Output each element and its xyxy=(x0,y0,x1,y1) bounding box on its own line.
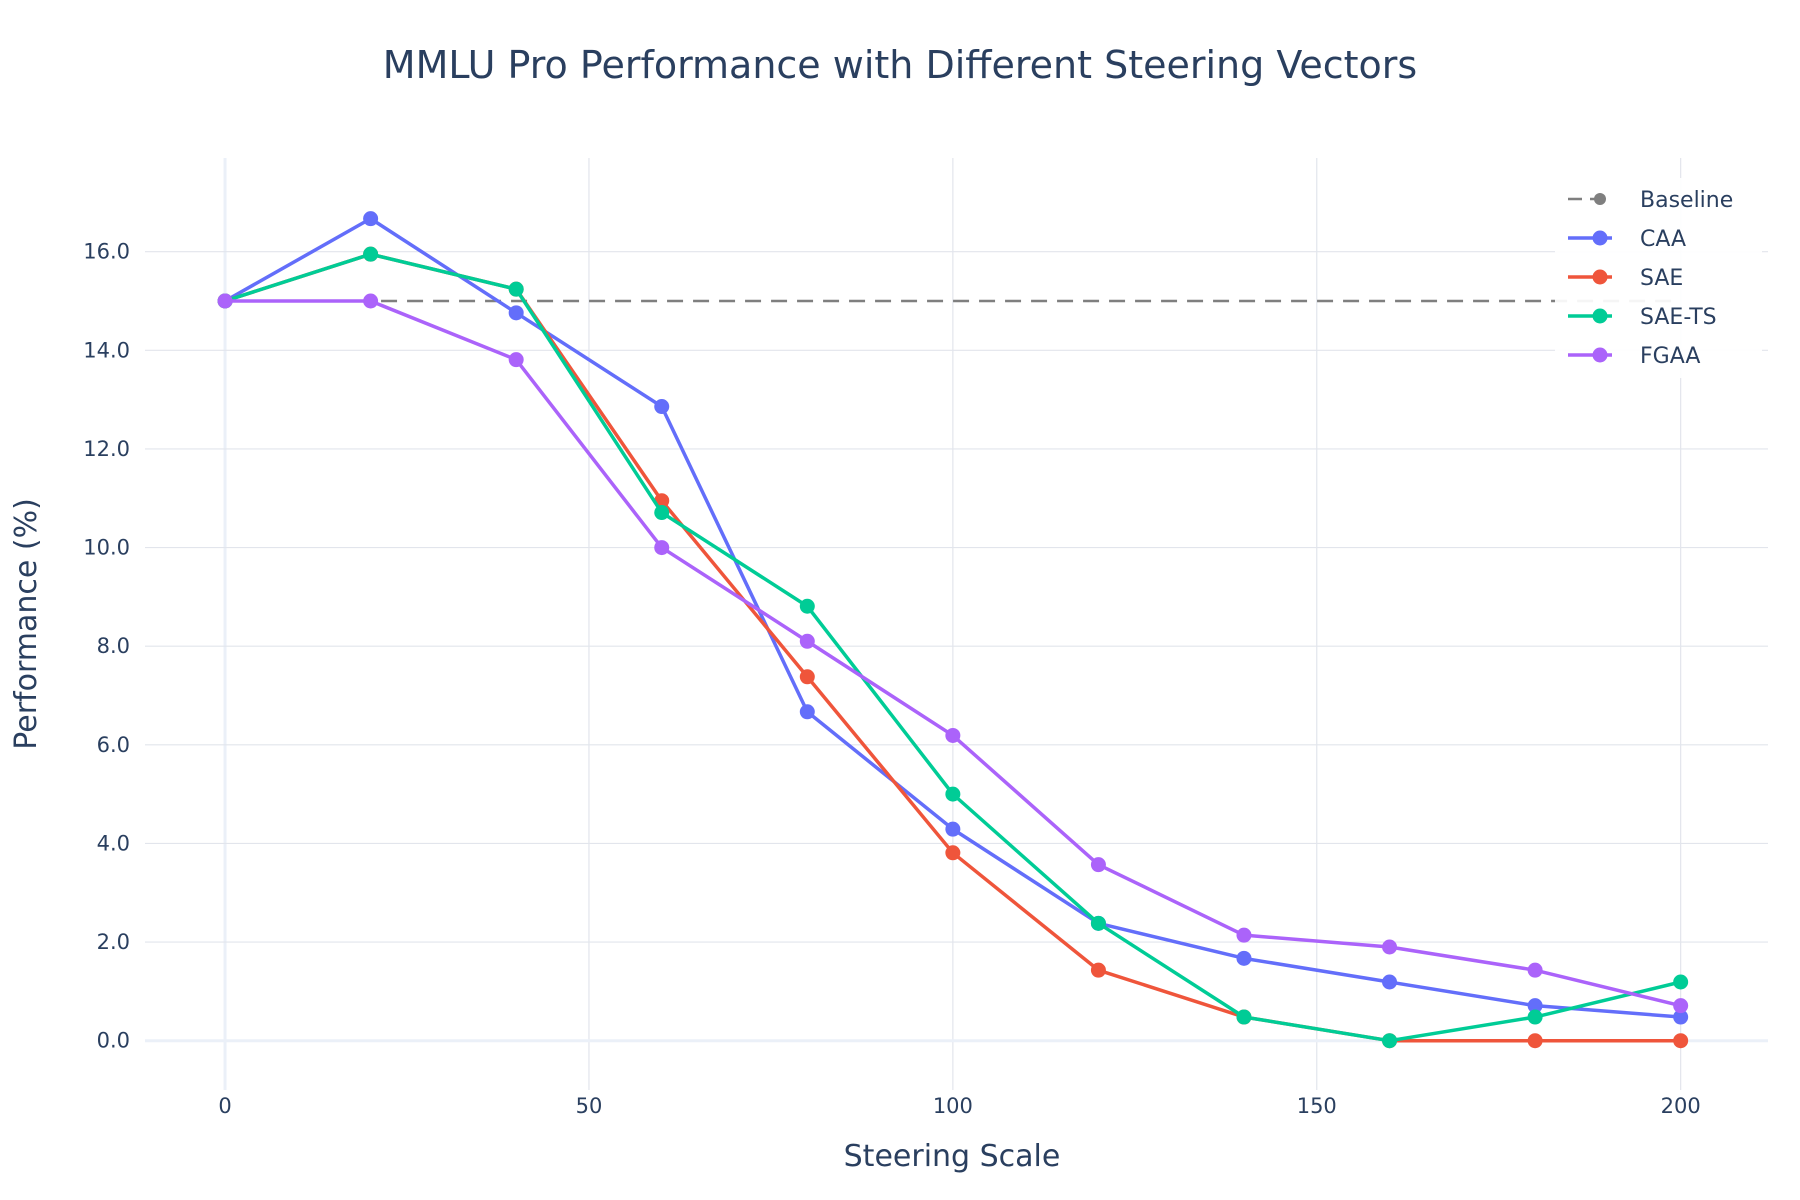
legend-label-sae-ts: SAE-TS xyxy=(1640,305,1717,330)
data-point-caa xyxy=(508,305,524,321)
data-point-sae-ts xyxy=(363,246,379,262)
data-point-fgaa xyxy=(363,293,379,309)
chart-title: MMLU Pro Performance with Different Stee… xyxy=(383,43,1417,87)
y-tick-label: 10.0 xyxy=(83,536,130,560)
y-tick-label: 0.0 xyxy=(97,1029,130,1053)
x-axis-title: Steering Scale xyxy=(844,1139,1061,1174)
data-point-sae-ts xyxy=(654,505,670,521)
data-point-caa xyxy=(1236,950,1252,966)
data-point-fgaa xyxy=(654,540,670,556)
data-point-fgaa xyxy=(217,293,233,309)
data-point-sae-ts xyxy=(1236,1009,1252,1025)
x-tick-label: 50 xyxy=(576,1094,603,1118)
x-tick-label: 150 xyxy=(1297,1094,1337,1118)
data-point-caa xyxy=(1527,998,1543,1014)
data-point-fgaa xyxy=(1527,962,1543,978)
data-point-caa xyxy=(1382,974,1398,990)
legend-marker-sae-ts xyxy=(1592,308,1608,324)
y-tick-label: 12.0 xyxy=(83,437,130,461)
legend-marker-baseline xyxy=(1594,193,1606,205)
legend-marker-sae xyxy=(1592,269,1608,285)
data-point-sae-ts xyxy=(1382,1033,1398,1049)
data-point-fgaa xyxy=(1382,939,1398,955)
data-point-fgaa xyxy=(1090,857,1106,873)
y-tick-label: 14.0 xyxy=(83,338,130,362)
y-tick-label: 6.0 xyxy=(97,733,130,757)
data-point-fgaa xyxy=(1236,927,1252,943)
data-point-sae-ts xyxy=(1527,1009,1543,1025)
y-tick-label: 8.0 xyxy=(97,634,130,658)
data-point-caa xyxy=(799,704,815,720)
legend-label-sae: SAE xyxy=(1640,266,1683,291)
data-point-fgaa xyxy=(799,633,815,649)
data-point-sae xyxy=(945,845,961,861)
y-tick-label: 2.0 xyxy=(97,930,130,954)
y-tick-label: 4.0 xyxy=(97,831,130,855)
x-tick-label: 100 xyxy=(933,1094,973,1118)
data-point-sae xyxy=(1090,962,1106,978)
legend-label-caa: CAA xyxy=(1640,227,1686,252)
legend-label-fgaa: FGAA xyxy=(1640,344,1700,369)
data-point-sae-ts xyxy=(1090,915,1106,931)
legend-marker-fgaa xyxy=(1592,347,1608,363)
data-point-caa xyxy=(654,399,670,415)
tick-labels: 0 50 100 150 200 0.0 2.0 4.0 6.0 8.0 10.0 12.0 14.0 1… xyxy=(83,240,1700,1118)
data-point-caa xyxy=(1673,1009,1689,1025)
data-point-caa xyxy=(363,211,379,227)
legend-label-baseline: Baseline xyxy=(1640,188,1733,213)
data-point-sae-ts xyxy=(508,281,524,297)
x-tick-label: 200 xyxy=(1661,1094,1701,1118)
legend-marker-caa xyxy=(1592,230,1608,246)
x-tick-label: 0 xyxy=(218,1094,231,1118)
data-point-caa xyxy=(945,821,961,837)
data-point-sae xyxy=(799,669,815,685)
data-point-sae xyxy=(1673,1033,1689,1049)
grid xyxy=(145,158,1768,1090)
y-tick-label: 16.0 xyxy=(83,240,130,264)
data-point-fgaa xyxy=(508,352,524,368)
data-point-sae-ts xyxy=(1673,974,1689,990)
legend: Baseline CAA SAE SAE-TS FGAA xyxy=(1555,178,1762,378)
y-axis-title: Performance (%) xyxy=(9,498,44,750)
data-point-sae xyxy=(1527,1033,1543,1049)
data-point-sae-ts xyxy=(945,786,961,802)
data-point-sae-ts xyxy=(799,598,815,614)
plot-area xyxy=(217,211,1689,1049)
data-point-fgaa xyxy=(945,727,961,743)
data-point-fgaa xyxy=(1673,998,1689,1014)
